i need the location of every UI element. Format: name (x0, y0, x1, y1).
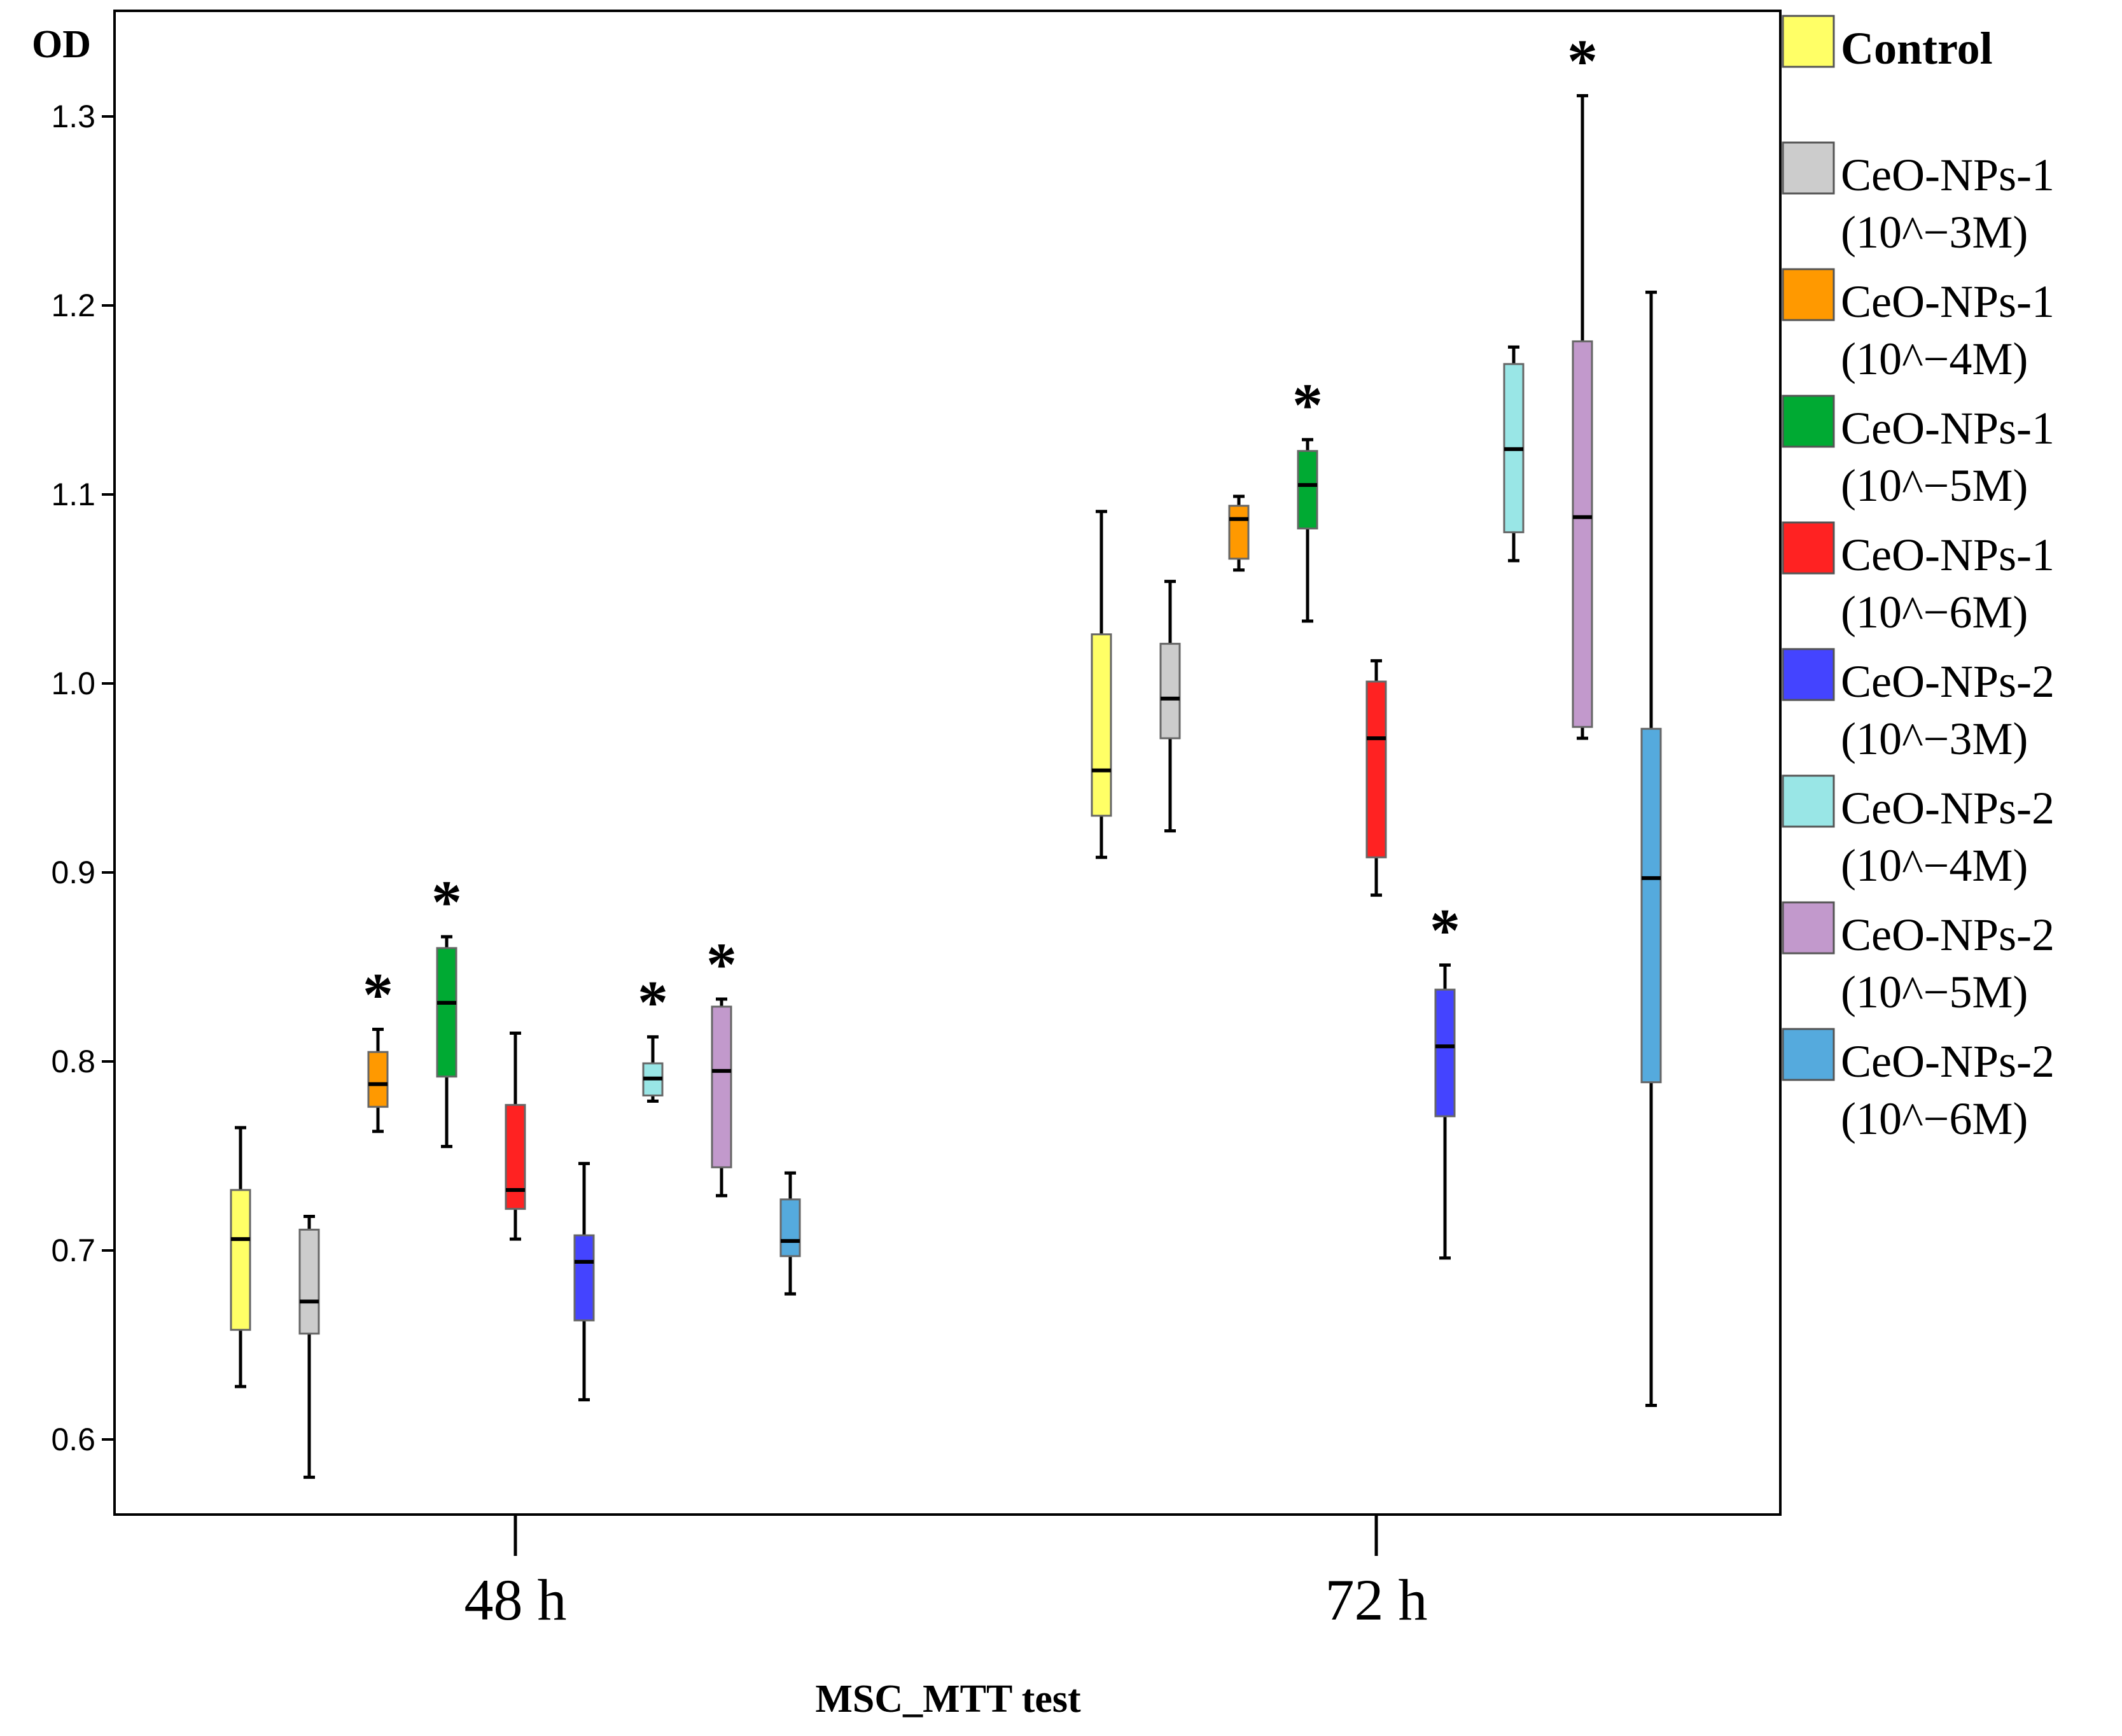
box-plot: * (1292, 371, 1323, 623)
box-plot: * (1430, 897, 1460, 1260)
box-plot (1365, 659, 1387, 897)
legend-swatch (1782, 774, 1835, 828)
box-plot (1640, 290, 1662, 1408)
legend-label-line1: CeO-NPs-1 (1841, 403, 2055, 454)
significance-star: * (1567, 27, 1598, 95)
box-plot (298, 1215, 320, 1479)
legend-label-line2: (10^−4M) (1841, 840, 2028, 891)
y-tick-label: 1.1 (51, 477, 95, 512)
legend: Control CeO-NPs-1 (10^−3M) CeO-NPs-1 (10^−4M… (1782, 15, 2055, 1144)
legend-label-line1: CeO-NPs-1 (1841, 276, 2055, 327)
box-iqr (1640, 727, 1662, 1084)
box-iqr (1228, 505, 1250, 560)
significance-star: * (1292, 371, 1323, 439)
y-tick-label: 1.2 (51, 288, 95, 323)
box-iqr (1572, 340, 1593, 728)
legend-entry: CeO-NPs-2 (10^−5M) (1782, 901, 2055, 1018)
box-iqr (505, 1103, 526, 1210)
box-iqr (230, 1189, 251, 1331)
legend-entry: CeO-NPs-1 (10^−3M) (1782, 141, 2055, 258)
box-plot (505, 1031, 526, 1241)
legend-label-line1: CeO-NPs-2 (1841, 1036, 2055, 1087)
legend-swatch (1782, 648, 1835, 701)
box-plot: * (1567, 27, 1598, 740)
box-plot (779, 1171, 801, 1296)
box-iqr (1091, 633, 1112, 817)
legend-label-line1: CeO-NPs-1 (1841, 529, 2055, 580)
box-plot: * (431, 868, 462, 1149)
legend-entry: CeO-NPs-1 (10^−5M) (1782, 395, 2055, 511)
box-iqr (573, 1234, 595, 1322)
significance-star: * (706, 930, 737, 998)
significance-star: * (431, 868, 462, 936)
y-tick-label: 0.7 (51, 1233, 95, 1268)
box-plot (1159, 580, 1181, 833)
legend-swatch (1782, 901, 1835, 955)
box-series: * * * * * * * (230, 27, 1662, 1479)
box-plot (573, 1161, 595, 1402)
significance-star: * (363, 961, 393, 1029)
box-plot: * (363, 961, 393, 1133)
legend-label-line2: (10^−5M) (1841, 967, 2028, 1018)
legend-label-line2: (10^−3M) (1841, 713, 2028, 764)
box-plot (1228, 494, 1250, 572)
box-plot: * (638, 968, 668, 1103)
legend-label-line2: (10^−3M) (1841, 207, 2028, 258)
legend-label-line1: CeO-NPs-2 (1841, 909, 2055, 960)
box-plot (1091, 510, 1112, 859)
box-iqr (1159, 643, 1181, 739)
box-iqr (298, 1228, 320, 1335)
legend-entry: CeO-NPs-1 (10^−6M) (1782, 521, 2055, 638)
legend-label-line2: (10^−6M) (1841, 1093, 2028, 1144)
legend-label-line2: (10^−6M) (1841, 587, 2028, 638)
x-category-label: 72 h (1325, 1567, 1428, 1632)
y-tick-label: 0.6 (51, 1422, 95, 1457)
box-plot: * (706, 930, 737, 1198)
legend-swatch (1782, 521, 1835, 575)
y-axis-title: OD (32, 23, 91, 66)
box-plot (1503, 345, 1525, 563)
box-iqr (367, 1051, 389, 1108)
plot-frame (113, 10, 1782, 1516)
legend-entry: CeO-NPs-2 (10^−3M) (1782, 648, 2055, 764)
legend-label-line1: CeO-NPs-2 (1841, 783, 2055, 834)
legend-swatch (1782, 15, 1835, 68)
legend-entry: CeO-NPs-2 (10^−6M) (1782, 1028, 2055, 1144)
legend-entry: Control (1782, 15, 1993, 74)
significance-star: * (1430, 897, 1460, 965)
legend-label-line2: (10^−5M) (1841, 460, 2028, 511)
box-iqr (1434, 988, 1456, 1117)
legend-label-line1: Control (1841, 23, 1993, 74)
legend-swatch (1782, 141, 1835, 195)
y-tick-label: 0.9 (51, 855, 95, 890)
legend-swatch (1782, 395, 1835, 448)
legend-entry: CeO-NPs-1 (10^−4M) (1782, 268, 2055, 384)
legend-swatch (1782, 268, 1835, 321)
significance-star: * (638, 968, 668, 1036)
x-category-label: 48 h (464, 1567, 567, 1632)
y-tick-label: 0.8 (51, 1044, 95, 1079)
legend-label-line1: CeO-NPs-2 (1841, 656, 2055, 707)
legend-label-line2: (10^−4M) (1841, 333, 2028, 384)
x-axis: 48 h 72 h (464, 1515, 1428, 1632)
box-iqr (711, 1005, 732, 1168)
box-iqr (779, 1198, 801, 1257)
legend-label-line1: CeO-NPs-1 (1841, 150, 2055, 200)
box-iqr (436, 947, 457, 1078)
box-iqr (1297, 450, 1318, 529)
x-axis-title: MSC_MTT test (815, 1677, 1081, 1721)
y-axis: 0.6 0.7 0.8 0.9 1.0 1.1 1.2 1.3 (51, 99, 115, 1457)
box-plot (230, 1126, 251, 1389)
legend-entry: CeO-NPs-2 (10^−4M) (1782, 774, 2055, 891)
box-iqr (1365, 680, 1387, 858)
y-tick-label: 1.3 (51, 99, 95, 134)
y-tick-label: 1.0 (51, 666, 95, 701)
legend-swatch (1782, 1028, 1835, 1081)
